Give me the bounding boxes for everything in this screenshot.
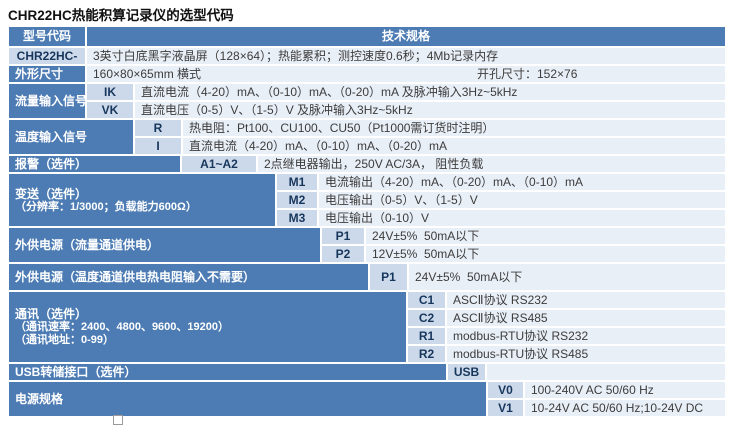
spec-cell: 直流电压（0-5）V、（1-5）V 及脉冲输入3Hz~5kHz <box>135 102 725 118</box>
small-box-glyph <box>113 415 123 425</box>
table-row: C2 ASCⅡ协议 RS485 <box>408 310 725 326</box>
code-cell-m1: M1 <box>277 174 317 190</box>
row-dimensions: 外形尺寸 160×80×65mm 横式 开孔尺寸：152×76 <box>9 66 725 82</box>
spec-cell: 直流电流（4-20）mA、（0-10）mA、（0-20）mA 及脉冲输入3Hz~… <box>135 84 725 100</box>
section-flow-input: 流量输入信号 IK 直流电流（4-20）mA、（0-10）mA、（0-20）mA… <box>9 84 725 118</box>
section-usb: USB转储接口（选件） USB <box>9 364 725 380</box>
ext-power-flow-label: 外供电源（流量通道供电） <box>9 228 320 262</box>
table-row: M1 电流输出（4-20）mA、（0-20）mA、（0-10）mA <box>277 174 725 190</box>
power-spec-label: 电源规格 <box>9 382 486 416</box>
table-row: IK 直流电流（4-20）mA、（0-10）mA、（0-20）mA 及脉冲输入3… <box>87 84 725 100</box>
spec-cell-empty <box>487 364 725 380</box>
table-row: R1 modbus-RTU协议 RS232 <box>408 328 725 344</box>
spec-cell: 热电阻：Pt100、CU100、CU50（Pt1000需订货时注明） <box>183 120 725 136</box>
code-cell-a1a2: A1~A2 <box>182 156 256 172</box>
comm-label-line3: （通讯地址：0-99） <box>15 334 115 346</box>
code-cell-r2: R2 <box>408 346 445 362</box>
code-cell-usb: USB <box>448 364 485 380</box>
code-cell-r: R <box>135 120 181 136</box>
section-ext-power-flow: 外供电源（流量通道供电） P1 24V±5% 50mA以下 P2 12V±5% … <box>9 228 725 262</box>
header-row: 型号代码 技术规格 <box>9 27 725 46</box>
table-row: C1 ASCⅡ协议 RS232 <box>408 292 725 308</box>
dimensions-cutout: 开孔尺寸：152×76 <box>477 67 578 81</box>
model-code-cell: CHR22HC- <box>9 48 85 64</box>
spec-cell: 24V±5% 50mA以下 <box>409 264 725 290</box>
spec-cell: 100-240V AC 50/60 Hz <box>525 382 725 398</box>
spec-cell: 2点继电器输出，250V AC/3A， 阻性负载 <box>258 156 725 172</box>
code-cell-p1-temp: P1 <box>370 264 407 290</box>
code-cell-v0: V0 <box>488 382 523 398</box>
ext-power-temp-label: 外供电源（温度通道供电热电阻输入不需要） <box>9 264 368 290</box>
spec-cell: 电压输出（0-10）V <box>319 210 725 226</box>
dimensions-size: 160×80×65mm 横式 <box>93 67 202 81</box>
table-row: M2 电压输出（0-5）V、（1-5）V <box>277 192 725 208</box>
model-spec-cell: 3英寸白底黑字液晶屏（128×64）；热能累积；测控速度0.6秒；4Mb记录内存 <box>87 48 725 64</box>
comm-label: 通讯（选件） （通讯速率：2400、4800、9600、19200） （通讯地址… <box>9 292 406 362</box>
row-model: CHR22HC- 3英寸白底黑字液晶屏（128×64）；热能累积；测控速度0.6… <box>9 48 725 64</box>
section-ext-power-temp: 外供电源（温度通道供电热电阻输入不需要） P1 24V±5% 50mA以下 <box>9 264 725 290</box>
spec-cell: 电压输出（0-5）V、（1-5）V <box>319 192 725 208</box>
spec-cell: ASCⅡ协议 RS232 <box>447 292 725 308</box>
code-cell-m2: M2 <box>277 192 317 208</box>
usb-label: USB转储接口（选件） <box>9 364 446 380</box>
table-row: R 热电阻：Pt100、CU100、CU50（Pt1000需订货时注明） <box>135 120 725 136</box>
code-cell-ik: IK <box>87 84 133 100</box>
table-row: P2 12V±5% 50mA以下 <box>322 246 725 262</box>
section-temp-input: 温度输入信号 R 热电阻：Pt100、CU100、CU50（Pt1000需订货时… <box>9 120 725 154</box>
comm-label-line2: （通讯速率：2400、4800、9600、19200） <box>15 321 229 333</box>
dimensions-spec-cell: 160×80×65mm 横式 开孔尺寸：152×76 <box>87 66 725 82</box>
code-cell-i: I <box>135 138 181 154</box>
section-alarm: 报警（选件） A1~A2 2点继电器输出，250V AC/3A， 阻性负载 <box>9 156 725 172</box>
code-cell-p2: P2 <box>322 246 364 262</box>
table-row: M3 电压输出（0-10）V <box>277 210 725 226</box>
spec-cell: 10-24V AC 50/60 Hz;10-24V DC <box>525 400 725 416</box>
table-row: I 直流电流（4-20）mA、（0-10）mA、（0-20）mA <box>135 138 725 154</box>
page-title: CHR22HC热能积算记录仪的选型代码 <box>8 8 234 23</box>
alarm-label: 报警（选件） <box>9 156 180 172</box>
section-comm: 通讯（选件） （通讯速率：2400、4800、9600、19200） （通讯地址… <box>9 292 725 362</box>
code-cell-m3: M3 <box>277 210 317 226</box>
table-row: P1 24V±5% 50mA以下 <box>322 228 725 244</box>
flow-input-label: 流量输入信号 <box>9 84 85 118</box>
section-transmit: 变送（选件） （分辨率：1/3000；负载能力600Ω） M1 电流输出（4-2… <box>9 174 725 226</box>
spec-cell: modbus-RTU协议 RS232 <box>447 328 725 344</box>
dimensions-label: 外形尺寸 <box>9 66 85 82</box>
code-cell-c1: C1 <box>408 292 445 308</box>
spec-cell: 12V±5% 50mA以下 <box>366 246 725 262</box>
table-row: R2 modbus-RTU协议 RS485 <box>408 346 725 362</box>
temp-input-label: 温度输入信号 <box>9 120 133 154</box>
spec-cell: 直流电流（4-20）mA、（0-10）mA、（0-20）mA <box>183 138 725 154</box>
transmit-label-line1: 变送（选件） <box>15 186 88 201</box>
spec-cell: 24V±5% 50mA以下 <box>366 228 725 244</box>
table-row: VK 直流电压（0-5）V、（1-5）V 及脉冲输入3Hz~5kHz <box>87 102 725 118</box>
spec-cell: 电流输出（4-20）mA、（0-20）mA、（0-10）mA <box>319 174 725 190</box>
table-row: V0 100-240V AC 50/60 Hz <box>488 382 725 398</box>
selection-code-table: 型号代码 技术规格 CHR22HC- 3英寸白底黑字液晶屏（128×64）；热能… <box>9 27 725 416</box>
code-cell-p1: P1 <box>322 228 364 244</box>
header-model-code: 型号代码 <box>9 27 85 46</box>
spec-cell: modbus-RTU协议 RS485 <box>447 346 725 362</box>
code-cell-vk: VK <box>87 102 133 118</box>
code-cell-c2: C2 <box>408 310 445 326</box>
table-row: V1 10-24V AC 50/60 Hz;10-24V DC <box>488 400 725 416</box>
section-power-spec: 电源规格 V0 100-240V AC 50/60 Hz V1 10-24V A… <box>9 382 725 416</box>
spec-cell: ASCⅡ协议 RS485 <box>447 310 725 326</box>
header-tech-spec: 技术规格 <box>87 27 725 46</box>
transmit-label-line2: （分辨率：1/3000；负载能力600Ω） <box>15 200 197 213</box>
code-cell-v1: V1 <box>488 400 523 416</box>
code-cell-r1: R1 <box>408 328 445 344</box>
comm-label-line1: 通讯（选件） <box>15 307 88 321</box>
transmit-label: 变送（选件） （分辨率：1/3000；负载能力600Ω） <box>9 174 275 226</box>
